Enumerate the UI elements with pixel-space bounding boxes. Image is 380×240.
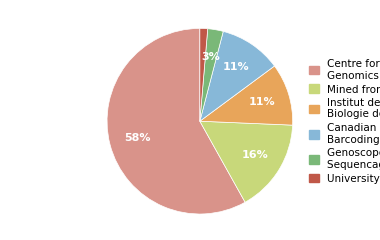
Wedge shape [200,121,293,202]
Text: 11%: 11% [249,97,275,107]
Wedge shape [200,29,223,121]
Text: 3%: 3% [201,52,220,62]
Text: 58%: 58% [124,132,150,143]
Text: 16%: 16% [242,150,269,160]
Wedge shape [107,28,245,214]
Wedge shape [200,66,293,125]
Text: 11%: 11% [223,62,250,72]
Wedge shape [200,28,208,121]
Legend: Centre for Biodiversity
Genomics [43], Mined from GenBank, NCBI [12], Institut d: Centre for Biodiversity Genomics [43], M… [309,59,380,184]
Wedge shape [200,31,274,121]
